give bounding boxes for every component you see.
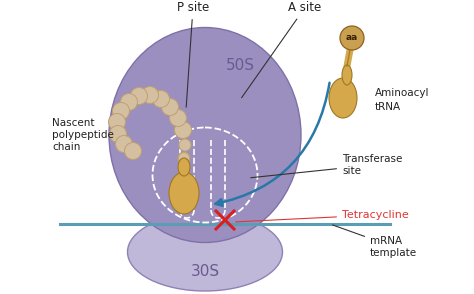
Circle shape bbox=[340, 26, 364, 50]
Circle shape bbox=[112, 103, 129, 119]
Text: Transferase
site: Transferase site bbox=[251, 154, 402, 178]
Text: Nascent
polypeptide
chain: Nascent polypeptide chain bbox=[52, 118, 114, 152]
Text: aa: aa bbox=[346, 34, 358, 43]
Text: P site: P site bbox=[177, 1, 209, 107]
Text: 30S: 30S bbox=[191, 265, 219, 280]
Ellipse shape bbox=[342, 65, 352, 85]
Ellipse shape bbox=[128, 213, 283, 291]
Circle shape bbox=[130, 88, 147, 104]
Circle shape bbox=[170, 109, 186, 126]
Circle shape bbox=[153, 91, 170, 108]
Circle shape bbox=[120, 93, 137, 111]
Text: Tetracycline: Tetracycline bbox=[236, 210, 409, 222]
Circle shape bbox=[109, 113, 126, 131]
Ellipse shape bbox=[109, 28, 301, 243]
Ellipse shape bbox=[178, 158, 190, 176]
Text: A site: A site bbox=[242, 1, 322, 98]
Circle shape bbox=[125, 143, 142, 160]
Circle shape bbox=[179, 139, 191, 151]
Circle shape bbox=[142, 86, 158, 103]
Circle shape bbox=[178, 152, 190, 164]
Circle shape bbox=[179, 153, 190, 163]
Circle shape bbox=[109, 126, 127, 143]
Ellipse shape bbox=[169, 172, 199, 214]
Circle shape bbox=[162, 98, 179, 116]
Text: Aminoacyl
tRNA: Aminoacyl tRNA bbox=[375, 88, 429, 112]
Circle shape bbox=[116, 136, 133, 153]
Ellipse shape bbox=[329, 78, 357, 118]
Circle shape bbox=[174, 121, 191, 138]
Text: 50S: 50S bbox=[226, 58, 255, 73]
Text: mRNA
template: mRNA template bbox=[333, 225, 417, 258]
Circle shape bbox=[179, 163, 190, 173]
